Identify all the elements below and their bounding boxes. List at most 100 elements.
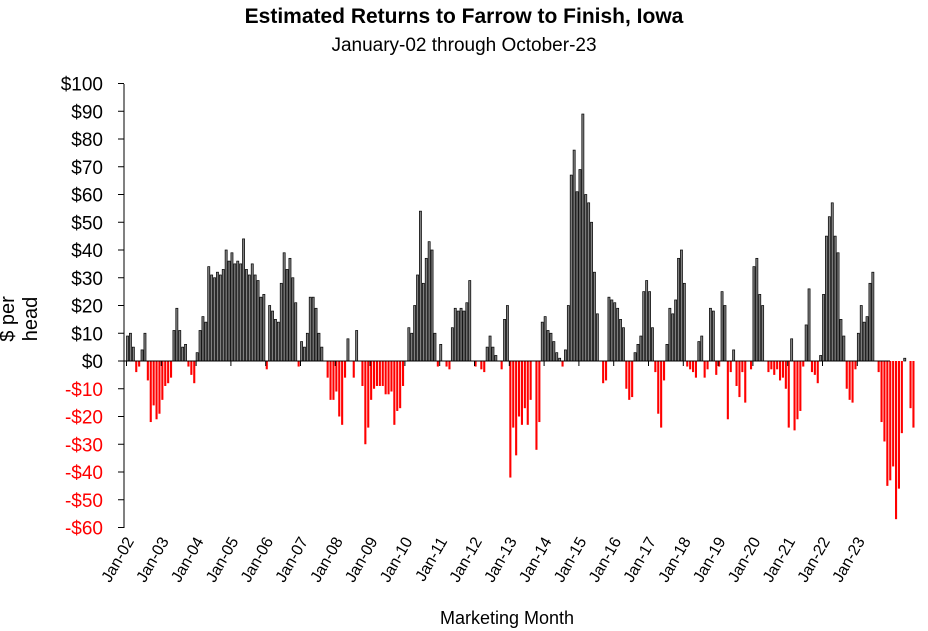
bar	[399, 361, 402, 409]
bar	[848, 361, 851, 400]
bar	[895, 361, 898, 520]
bar	[645, 280, 649, 362]
x-tick-label: Jan-04	[168, 534, 207, 585]
bar	[561, 361, 564, 367]
bar	[247, 274, 251, 362]
x-tick-label: Jan-12	[447, 534, 486, 585]
bar	[474, 361, 477, 367]
bar	[636, 344, 640, 362]
bar	[335, 361, 338, 392]
bar	[311, 296, 315, 362]
bar	[779, 361, 782, 381]
bar	[193, 361, 196, 384]
bar	[793, 361, 796, 431]
y-tick-label: $70	[71, 158, 103, 179]
bar	[300, 341, 303, 362]
bar	[387, 361, 390, 395]
bar	[424, 257, 428, 362]
bar	[494, 355, 498, 362]
bar	[642, 291, 646, 362]
bar	[378, 361, 381, 386]
bar	[198, 330, 202, 362]
bar	[129, 332, 132, 362]
bar	[735, 361, 738, 386]
bar	[723, 305, 727, 362]
bar	[308, 296, 312, 362]
x-tick-label: Jan-03	[134, 534, 173, 585]
bar	[268, 305, 272, 362]
bar	[868, 282, 872, 362]
bar	[410, 332, 414, 362]
bar	[912, 361, 915, 428]
bar	[361, 361, 364, 386]
bar	[352, 361, 355, 378]
bar	[262, 294, 266, 362]
bar	[625, 361, 628, 389]
bar	[190, 361, 193, 375]
bar	[170, 361, 173, 378]
bar	[694, 361, 697, 378]
bar	[700, 335, 704, 362]
bar	[480, 361, 483, 370]
bar	[317, 332, 321, 362]
bar	[566, 305, 570, 362]
bar	[859, 305, 863, 362]
bar	[682, 282, 686, 362]
bar	[770, 361, 773, 370]
x-tick-label: Jan-02	[99, 534, 138, 585]
y-tick-label: $60	[71, 186, 103, 207]
bar	[796, 361, 799, 420]
x-tick-label: Jan-18	[656, 534, 695, 585]
x-tick-label: Jan-09	[342, 534, 381, 585]
bar	[167, 361, 170, 384]
bar	[195, 352, 199, 362]
bar	[822, 294, 825, 362]
bar	[250, 263, 254, 362]
bar	[346, 338, 350, 362]
bar	[584, 194, 588, 362]
bar	[305, 332, 309, 362]
bar	[607, 296, 611, 362]
bar	[506, 305, 509, 362]
bar	[865, 316, 869, 362]
bar	[512, 361, 515, 428]
bar	[164, 361, 167, 386]
bar	[303, 346, 306, 362]
bar	[465, 302, 469, 362]
bar	[616, 307, 620, 362]
bar	[526, 361, 529, 425]
bar	[523, 361, 526, 409]
x-tick-label: Jan-16	[586, 534, 625, 585]
y-tick-label: $90	[71, 102, 103, 123]
bar	[276, 321, 280, 362]
bar	[384, 361, 387, 395]
bar	[375, 361, 378, 386]
bar	[845, 361, 848, 389]
bar	[187, 361, 190, 367]
bar	[587, 202, 591, 362]
bar	[216, 271, 219, 362]
bar	[880, 361, 883, 423]
chart-title: Estimated Returns to Farrow to Finish, I…	[244, 5, 684, 28]
bar	[233, 263, 237, 362]
bar	[491, 346, 495, 362]
y-tick-label: $40	[71, 241, 103, 262]
bar	[790, 338, 794, 362]
bar	[671, 313, 675, 362]
bar	[889, 361, 892, 481]
bar	[555, 352, 559, 362]
bars-group	[126, 113, 915, 520]
bar	[578, 169, 582, 362]
bar	[810, 361, 813, 373]
bar	[355, 330, 359, 362]
bar	[773, 361, 776, 375]
x-tick-label: Jan-10	[377, 534, 416, 585]
bar	[689, 361, 692, 370]
bar	[718, 361, 721, 367]
bar	[184, 344, 187, 362]
bar	[265, 361, 268, 370]
bar	[430, 249, 434, 362]
x-tick-label: Jan-11	[413, 534, 452, 584]
bar	[540, 321, 544, 362]
bar	[256, 280, 260, 362]
